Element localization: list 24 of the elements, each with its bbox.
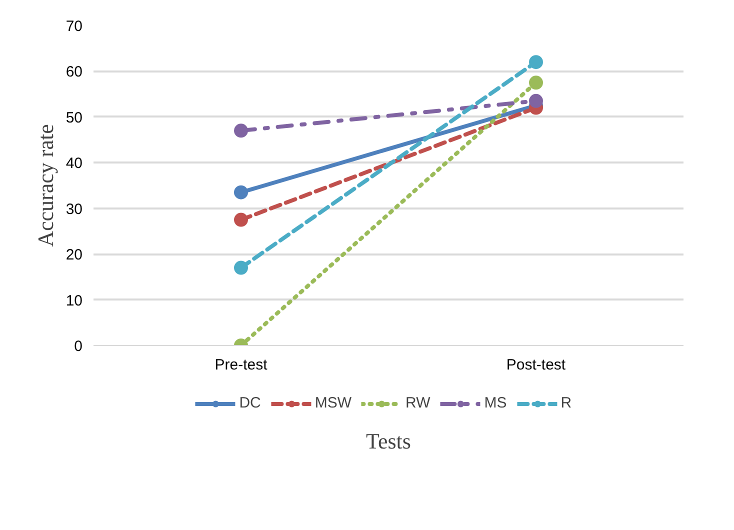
point xyxy=(234,185,248,200)
x-tick-label: Pre-test xyxy=(214,356,268,374)
x-axis-title: Tests xyxy=(366,428,411,454)
legend-label: DC xyxy=(239,394,261,412)
y-tick-label: 0 xyxy=(74,338,82,355)
point xyxy=(529,55,543,70)
point xyxy=(234,260,248,275)
point xyxy=(234,124,248,138)
legend-label: R xyxy=(560,394,573,412)
y-tick-label: 50 xyxy=(66,109,83,126)
y-tick-label: 40 xyxy=(66,155,83,172)
legend-label: RW xyxy=(406,394,430,412)
y-tick-label: 60 xyxy=(66,64,83,81)
legend-label: MSW xyxy=(314,394,352,412)
point xyxy=(234,212,248,227)
point xyxy=(529,76,543,90)
point xyxy=(529,94,543,108)
x-tick-label: Post-test xyxy=(506,356,566,374)
y-axis-title: Accuracy rate xyxy=(32,124,58,247)
y-tick-label: 20 xyxy=(66,246,83,264)
y-tick-label: 70 xyxy=(66,18,83,35)
legend-label: MS xyxy=(484,394,507,412)
y-tick-label: 10 xyxy=(66,292,83,310)
y-tick-label: 30 xyxy=(66,200,83,218)
